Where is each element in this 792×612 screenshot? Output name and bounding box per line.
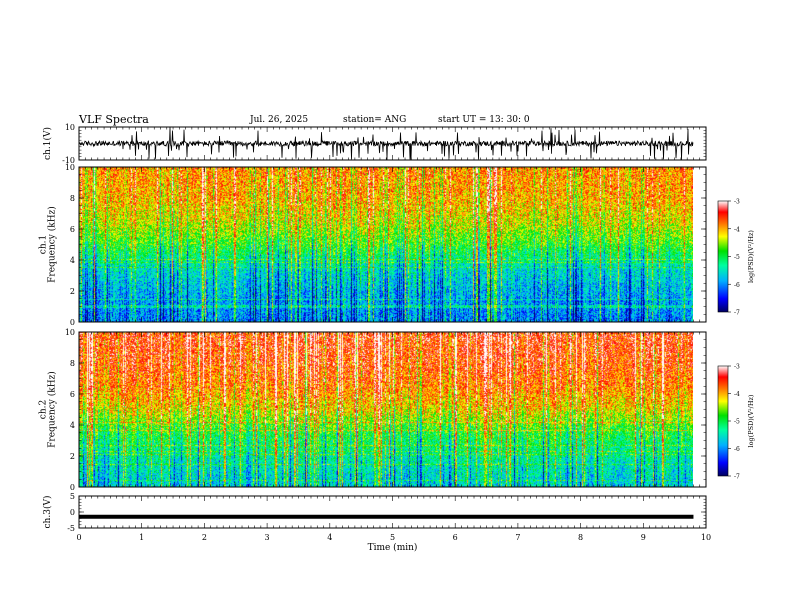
ch2-colorbar-tick-label: -3	[734, 364, 740, 371]
ch2-spectrogram-ylabel: ch.2	[39, 400, 49, 419]
ch1-colorbar-tick-label: -3	[734, 199, 740, 206]
ch2-colorbar-tick-label: -5	[734, 419, 740, 426]
ch2-colorbar-tick-label: -6	[734, 446, 740, 453]
x-tick-label: 4	[327, 533, 332, 542]
ch3-waveform-ytick-label: 0	[70, 508, 75, 517]
ch2-colorbar	[717, 365, 729, 477]
ch2-colorbar-tick-label: -4	[734, 391, 740, 398]
ch1-colorbar	[717, 200, 729, 313]
ch3-waveform-ylabel: ch.3(V)	[42, 496, 53, 529]
ch2-spectrogram-ytick-label: 6	[70, 390, 75, 399]
ch1-spectrogram-ytick-label: 4	[70, 256, 75, 265]
ch1-colorbar-label: log(PSD)(V²/Hz)	[747, 230, 755, 283]
ch2-spectrogram-ytick-label: 4	[70, 421, 75, 430]
x-tick-label: 9	[641, 533, 646, 542]
ch2-colorbar-label: log(PSD)(V²/Hz)	[747, 394, 755, 447]
ch1-spectrogram-ytick-label: 0	[70, 318, 75, 327]
ch1-waveform-series	[78, 127, 694, 161]
ch1-spectrogram-ytick-label: 8	[70, 194, 75, 203]
ch2-spectrogram-ytick-label: 8	[70, 359, 75, 368]
ch1-waveform-ylabel: ch.1(V)	[42, 127, 53, 160]
date-label: Jul. 26, 2025	[250, 115, 309, 125]
x-axis-label: Time (min)	[368, 542, 418, 553]
x-tick-label: 6	[453, 533, 458, 542]
ch1-spectrogram-ylabel: Frequency (kHz)	[47, 206, 58, 283]
ch2-spectrogram-ytick-label: 2	[70, 452, 75, 461]
ch1-spectrogram-ylabel: ch.1	[39, 235, 49, 254]
x-tick-label: 7	[515, 533, 520, 542]
ch1-spectrogram-ytick-label: 6	[70, 225, 75, 234]
station-label: station= ANG	[343, 115, 407, 125]
x-tick-label: 5	[390, 533, 395, 542]
x-tick-label: 8	[578, 533, 583, 542]
start-time-label: start UT = 13: 30: 0	[438, 115, 530, 125]
ch1-colorbar-tick-label: -6	[734, 282, 740, 289]
ch3-waveform-ytick-label: -5	[67, 524, 75, 533]
chart-title: VLF Spectra	[79, 113, 149, 126]
ch1-waveform-ytick-label: -10	[62, 156, 75, 165]
x-tick-label: 1	[139, 533, 144, 542]
ch1-colorbar-tick-label: -4	[734, 226, 740, 233]
ch1-colorbar-tick-label: -7	[734, 310, 740, 317]
ch2-spectrogram-ytick-label: 10	[65, 328, 75, 337]
x-tick-label: 3	[265, 533, 270, 542]
ch2-colorbar-tick-label: -7	[734, 474, 740, 481]
ch1-spectrogram-ytick-label: 2	[70, 287, 75, 296]
x-tick-label: 0	[76, 533, 81, 542]
ch1-spectrogram-image	[79, 167, 693, 322]
ch1-waveform-ytick-label: 10	[65, 123, 75, 132]
ch1-spectrogram-ytick-label: 10	[65, 163, 75, 172]
ch1-colorbar-tick-label: -5	[734, 254, 740, 261]
ch2-spectrogram-image	[79, 332, 693, 487]
ch2-spectrogram-ylabel: Frequency (kHz)	[47, 371, 58, 448]
ch3-waveform-ytick-label: 5	[70, 492, 75, 501]
ch2-spectrogram-ytick-label: 0	[70, 483, 75, 492]
x-tick-label: 2	[202, 533, 207, 542]
x-tick-label: 10	[701, 533, 711, 542]
